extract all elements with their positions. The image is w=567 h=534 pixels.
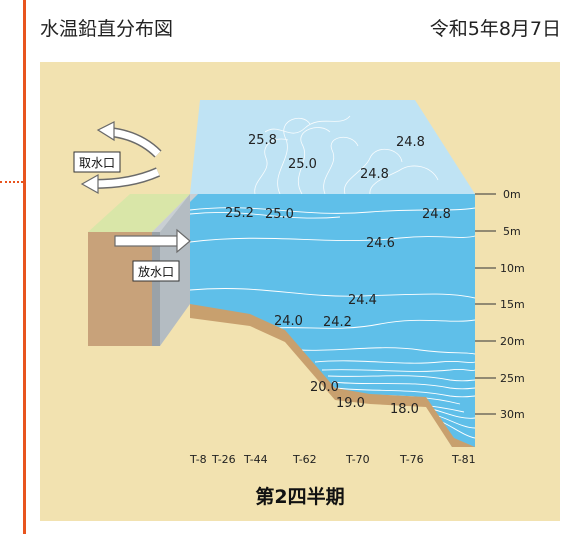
- outlet-label: 放水口: [138, 264, 174, 279]
- station-label: T-70: [345, 453, 370, 466]
- depth-label: 10m: [500, 262, 525, 275]
- land-front: [88, 232, 154, 346]
- depth-label: 30m: [500, 408, 525, 421]
- depth-scale: [475, 193, 496, 415]
- accent-vertical-line: [23, 0, 26, 534]
- water-temp: 20.0: [310, 380, 339, 395]
- air-layer: [190, 100, 475, 194]
- air-isotherms: [254, 115, 439, 195]
- water-temp: 24.6: [366, 236, 395, 251]
- air-temp: 25.8: [248, 133, 277, 148]
- water-temp: 25.2: [225, 206, 254, 221]
- land-top: [88, 194, 190, 232]
- period-caption: 第2四半期: [255, 486, 345, 508]
- water-temp: 24.8: [422, 207, 451, 222]
- water-temp: 24.4: [348, 293, 377, 308]
- water-temp: 19.0: [336, 396, 365, 411]
- air-temp: 24.8: [360, 167, 389, 182]
- depth-label: 25m: [500, 372, 525, 385]
- station-label: T-8: [189, 453, 207, 466]
- depth-label: 20m: [500, 335, 525, 348]
- dotted-connector: [0, 181, 23, 183]
- intake-label-box: [73, 151, 121, 173]
- date-label: 令和5年8月7日: [429, 18, 561, 40]
- station-label: T-81: [451, 453, 476, 466]
- water-temp: 24.2: [323, 315, 352, 330]
- water-temp: 24.0: [274, 314, 303, 329]
- outlet-arrow: [114, 228, 191, 254]
- station-label: T-76: [399, 453, 424, 466]
- page-title: 水温鉛直分布図: [40, 18, 174, 40]
- station-label: T-44: [243, 453, 268, 466]
- outlet-label-box: [132, 260, 180, 282]
- seabed: [190, 304, 475, 447]
- station-label: T-26: [211, 453, 236, 466]
- air-temp: 24.8: [396, 135, 425, 150]
- intake-arrow-upper: [96, 121, 162, 158]
- air-temp: 25.0: [288, 157, 317, 172]
- station-label: T-62: [292, 453, 317, 466]
- depth-label: 15m: [500, 298, 525, 311]
- temperature-diagram: 取水口 放水口 25.8 25.0 24.8 24.8 25.2 25.0 24…: [73, 100, 525, 466]
- water-temp: 25.0: [265, 207, 294, 222]
- intake-arrow-lower: [80, 167, 161, 195]
- wall-front: [152, 232, 160, 346]
- depth-label: 0m: [503, 188, 521, 201]
- water-temp: 18.0: [390, 402, 419, 417]
- depth-label: 5m: [503, 225, 521, 238]
- intake-label: 取水口: [79, 156, 115, 170]
